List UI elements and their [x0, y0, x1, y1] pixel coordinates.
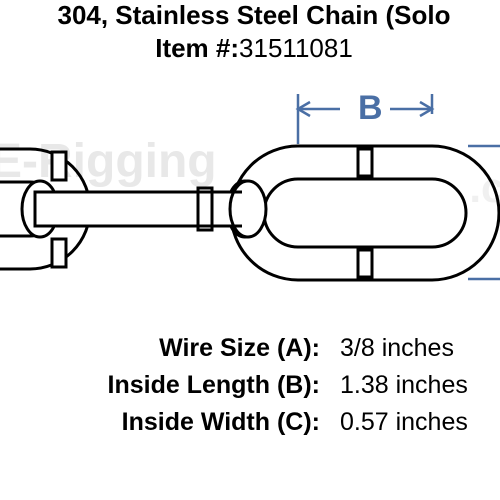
chain-diagram: E-Rigging .co B: [0, 74, 500, 314]
specifications-table: Wire Size (A): 3/8 inches Inside Length …: [0, 334, 500, 437]
spec-row: Inside Width (C): 0.57 inches: [80, 408, 500, 437]
dimension-b-label: B: [358, 89, 383, 127]
item-label: Item #:: [155, 33, 239, 63]
spec-label: Inside Length (B):: [80, 371, 340, 400]
item-number: 31511081: [239, 33, 353, 63]
spec-label: Wire Size (A):: [80, 334, 340, 363]
spec-row: Inside Length (B): 1.38 inches: [80, 371, 500, 400]
spec-value: 0.57 inches: [340, 408, 468, 437]
spec-label: Inside Width (C):: [80, 408, 340, 437]
item-number-line: Item #:31511081: [8, 33, 500, 64]
spec-row: Wire Size (A): 3/8 inches: [80, 334, 500, 363]
spec-value: 1.38 inches: [340, 371, 468, 400]
spec-value: 3/8 inches: [340, 334, 454, 363]
product-title: 304, Stainless Steel Chain (Solo: [8, 0, 500, 31]
